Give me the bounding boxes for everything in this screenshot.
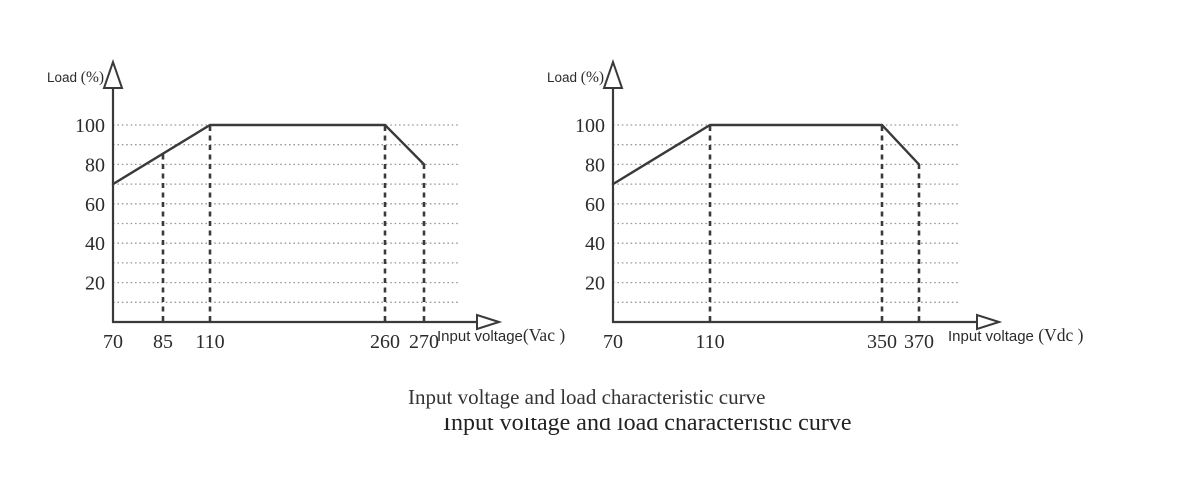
x-axis-title: Input voltage (Vdc ): [948, 325, 1084, 345]
y-tick-label: 80: [85, 154, 105, 176]
vac-chart: 20 40 60 80 100 70 85 110 260 270 Load (%) Input vo…: [47, 58, 565, 353]
y-tick-label: 40: [85, 233, 105, 255]
load-curve: [611, 123, 921, 186]
x-tick-label: 270: [409, 331, 439, 353]
y-tick-label: 20: [585, 273, 605, 295]
x-axis-arrow-icon: [976, 313, 1003, 331]
x-tick-label: 70: [103, 331, 123, 353]
y-tick-label: 100: [575, 115, 605, 137]
y-tick-label: 20: [85, 273, 105, 295]
y-axis-title: Load (%): [47, 69, 104, 86]
x-tick-label: 370: [904, 331, 934, 353]
x-axis-arrow-icon: [476, 313, 503, 331]
x-tick-label: 85: [153, 331, 173, 353]
y-tick-label: 80: [585, 154, 605, 176]
y-tick-label: 60: [85, 194, 105, 216]
y-tick-label: 40: [585, 233, 605, 255]
x-tick-label: 350: [867, 331, 897, 353]
x-axis-title: Input voltage(Vac ): [437, 325, 565, 345]
y-tick-label: 60: [585, 194, 605, 216]
chart-caption: Input voltage and load characteristic cu…: [408, 385, 766, 409]
y-tick-label: 100: [75, 115, 105, 137]
y-axis-arrow-icon: [602, 58, 624, 89]
x-tick-label: 110: [195, 331, 224, 353]
x-tick-label: 260: [370, 331, 400, 353]
vdc-chart: 20 40 60 80 100 70 110 350 370 Load (%) Input volt…: [547, 58, 1084, 353]
y-axis-title: Load (%): [547, 69, 604, 86]
chart-caption-duplicate: Input voltage and load characteristic cu…: [443, 410, 852, 436]
x-tick-label: 70: [603, 331, 623, 353]
y-axis-arrow-icon: [102, 58, 124, 89]
x-tick-label: 110: [695, 331, 724, 353]
load-curve: [111, 123, 426, 186]
